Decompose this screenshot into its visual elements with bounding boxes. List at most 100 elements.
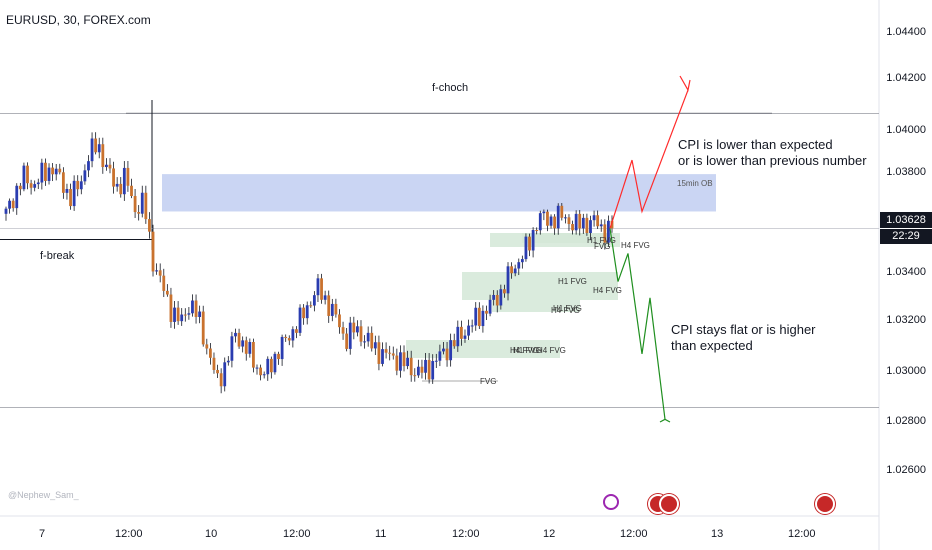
candle-body: [298, 307, 302, 333]
candle-body: [499, 289, 503, 306]
candle-body: [280, 336, 284, 360]
candle-body: [395, 355, 399, 371]
candle-body: [248, 342, 252, 354]
candle-body: [76, 180, 80, 190]
us-flag-event-icon[interactable]: [659, 494, 679, 514]
ob-zone: [162, 174, 716, 212]
candle-body: [384, 349, 388, 353]
candle-body: [277, 353, 280, 360]
candle-body: [549, 216, 553, 226]
candle-body: [234, 332, 237, 337]
lightning-event-icon[interactable]: [603, 494, 619, 510]
candle-body: [198, 311, 202, 318]
candle-body: [83, 170, 87, 182]
candle-body: [524, 236, 528, 260]
candle-body: [542, 211, 546, 214]
y-tick: 1.02800: [886, 415, 926, 427]
bearish-projection-path: [609, 228, 666, 420]
fvg-label: H1 FVG: [587, 236, 616, 245]
candle-body: [208, 348, 212, 358]
candle-body: [126, 167, 130, 186]
candle-body: [485, 310, 488, 314]
candle-body: [366, 332, 370, 342]
candle-body: [252, 342, 255, 368]
candle-body: [137, 212, 141, 214]
x-tick: 12:00: [788, 528, 816, 540]
candle-body: [406, 357, 410, 367]
candle-body: [402, 352, 406, 367]
candle-body: [226, 360, 230, 363]
x-tick: 12: [543, 528, 556, 540]
candle-body: [338, 314, 341, 328]
candle-body: [589, 220, 592, 234]
candle-body: [327, 295, 331, 316]
candle-body: [323, 295, 327, 300]
candle-body: [194, 300, 198, 318]
candle-body: [503, 289, 506, 294]
candle-body: [176, 307, 180, 322]
fvg-zone: [492, 300, 580, 312]
candle-body: [122, 167, 126, 195]
candle-body: [11, 200, 15, 209]
candle-body: [581, 217, 585, 229]
candle-body: [191, 300, 194, 314]
candle-body: [26, 165, 29, 184]
us-flag-event-icon[interactable]: [815, 494, 835, 514]
candle-body: [162, 275, 166, 291]
candle-body: [474, 307, 478, 326]
candle-body: [420, 366, 424, 373]
candle-body: [488, 299, 492, 314]
candle-body: [416, 366, 420, 376]
ob-zone-label: 15min OB: [677, 179, 713, 188]
fvg-label: H1 FVG: [553, 304, 582, 313]
y-tick: 1.03000: [886, 365, 926, 377]
candle-body: [69, 188, 72, 207]
fvg-label: H4 FVG: [593, 286, 622, 295]
candle-body: [40, 162, 44, 183]
candle-body: [531, 230, 535, 251]
candle-body: [528, 236, 531, 251]
candle-body: [592, 215, 596, 221]
candle-body: [273, 353, 277, 373]
candle-body: [399, 352, 402, 371]
y-tick: 1.03400: [886, 266, 926, 278]
candle-body: [467, 325, 470, 336]
bearish-scenario-line1: CPI stays flat or is higher: [671, 322, 816, 337]
candle-body: [599, 224, 603, 227]
x-tick: 13: [711, 528, 724, 540]
candle-body: [269, 358, 273, 373]
x-tick: 7: [39, 528, 46, 540]
fvg-label: H4 FVG: [551, 306, 580, 315]
candle-body: [546, 211, 549, 226]
candle-body: [452, 340, 456, 347]
candle-body: [105, 164, 108, 168]
bearish-scenario-line2: than expected: [671, 338, 753, 353]
candle-body: [495, 294, 499, 306]
candle-body: [44, 162, 47, 181]
fvg-label: H1 FVG: [558, 277, 587, 286]
candle-body: [427, 359, 431, 380]
bullish-projection-path: [609, 89, 689, 229]
candle-body: [8, 200, 11, 209]
candle-body: [94, 138, 98, 153]
candle-body: [15, 185, 19, 209]
fvg-label: FVG: [594, 242, 611, 251]
candle-body: [456, 326, 460, 347]
candle-body: [356, 326, 359, 333]
candle-body: [97, 144, 101, 153]
candle-body: [22, 165, 26, 190]
candle-body: [312, 295, 316, 306]
fvg-zone: [522, 233, 614, 243]
candle-body: [381, 349, 384, 364]
candle-body: [563, 217, 567, 219]
candle-body: [54, 168, 58, 175]
candle-body: [302, 307, 306, 319]
fvg-zone: [406, 340, 560, 358]
candle-body: [33, 184, 37, 188]
y-tick: 1.04400: [886, 26, 926, 38]
candle-body: [330, 303, 334, 316]
fvg-label: H1 FVG: [513, 346, 542, 355]
candle-body: [140, 192, 144, 214]
